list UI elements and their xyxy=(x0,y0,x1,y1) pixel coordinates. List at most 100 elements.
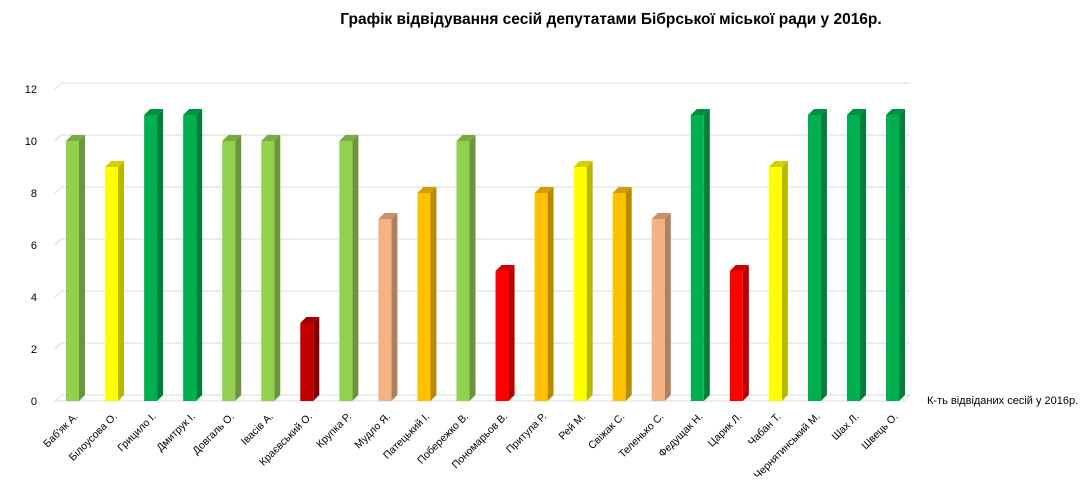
bar-top xyxy=(886,109,906,115)
bar-front xyxy=(807,115,821,401)
y-tick-label: 12 xyxy=(25,84,37,96)
bar-top xyxy=(378,213,398,219)
bar-front xyxy=(651,219,665,401)
gridline-depth xyxy=(54,394,62,402)
bar-side xyxy=(430,187,437,401)
bar xyxy=(534,187,554,401)
bar-top xyxy=(261,135,281,141)
bar-top xyxy=(612,187,632,193)
bar-front xyxy=(378,219,392,401)
bar xyxy=(495,265,515,401)
bar-side xyxy=(469,135,476,401)
bar xyxy=(183,109,203,401)
gridline-depth xyxy=(54,238,62,246)
bar-side xyxy=(547,187,554,401)
bar-side xyxy=(625,187,632,401)
bar-side xyxy=(664,213,671,401)
bar-side xyxy=(703,109,710,401)
y-axis: 0 2 4 6 8 10 12 xyxy=(25,84,37,408)
bar-top xyxy=(768,161,788,167)
bar xyxy=(339,135,359,401)
bar-side xyxy=(781,161,788,401)
bar-side xyxy=(742,265,749,401)
bar xyxy=(651,213,671,401)
bar-front xyxy=(886,115,900,401)
bar xyxy=(300,317,320,401)
bar xyxy=(690,109,710,401)
chart-title: Графік відвідування сесій депутатами Біб… xyxy=(340,11,882,28)
bars-group xyxy=(66,109,906,401)
x-tick-label: Грицило І. xyxy=(115,411,159,455)
bar xyxy=(66,135,85,401)
bar-top xyxy=(847,109,866,115)
bar-top xyxy=(183,109,203,115)
bar-front xyxy=(66,141,79,401)
bar-front xyxy=(612,193,626,401)
bar-front xyxy=(534,193,548,401)
x-tick-label: Івасів А. xyxy=(239,411,276,448)
bar-top xyxy=(534,187,554,193)
bar xyxy=(417,187,437,401)
bar-front xyxy=(573,167,587,401)
x-tick-label: Чабан Т. xyxy=(746,411,784,449)
bar-side xyxy=(820,109,827,401)
bar-side xyxy=(118,161,125,401)
bar xyxy=(768,161,788,401)
bar-side xyxy=(352,135,359,401)
gridlines xyxy=(54,82,911,402)
x-tick-label: Рей М. xyxy=(557,411,589,443)
y-tick-label: 0 xyxy=(31,396,37,408)
bar-top xyxy=(222,135,242,141)
gridline-depth xyxy=(54,186,62,194)
bar-top xyxy=(66,135,85,141)
y-tick-label: 10 xyxy=(25,136,37,148)
bar-side xyxy=(860,109,866,401)
bar-top xyxy=(417,187,437,193)
bar xyxy=(886,109,906,401)
y-tick-label: 6 xyxy=(31,240,37,252)
bar-side xyxy=(508,265,515,401)
bar-side xyxy=(196,109,203,401)
x-tick-label: Швець О. xyxy=(859,411,900,452)
bar-front xyxy=(768,167,782,401)
bar xyxy=(807,109,827,401)
bar-front xyxy=(300,323,314,401)
bar-side xyxy=(391,213,398,401)
bar-side xyxy=(157,109,164,401)
bar-top xyxy=(729,265,749,271)
bar xyxy=(105,161,125,401)
x-tick-label: Притула Р. xyxy=(504,411,549,456)
bar-top xyxy=(690,109,710,115)
bar-side xyxy=(586,161,593,401)
gridline-depth xyxy=(54,134,62,142)
x-axis-depth-line xyxy=(903,394,911,402)
bar-front xyxy=(495,271,509,401)
bar-top xyxy=(300,317,320,323)
bar-front xyxy=(105,167,119,401)
bar xyxy=(729,265,749,401)
x-tick-label: Крупка Р. xyxy=(314,411,354,451)
bar xyxy=(261,135,281,401)
bar-front xyxy=(339,141,353,401)
bar xyxy=(144,109,164,401)
x-tick-label: Свіжак С. xyxy=(586,411,627,452)
bar-front xyxy=(847,115,860,401)
bar xyxy=(222,135,242,401)
gridline-depth xyxy=(54,342,62,350)
bar-side xyxy=(899,109,906,401)
bar-top xyxy=(105,161,125,167)
y-tick-label: 8 xyxy=(31,188,37,200)
x-axis: Баб'як А.Білоусова О.Грицило І.Дмитрук І… xyxy=(41,411,901,482)
bar-side xyxy=(79,135,85,401)
bar-side xyxy=(313,317,320,401)
x-tick-label: Царик Л. xyxy=(706,411,745,450)
bar-top xyxy=(807,109,827,115)
bar-side xyxy=(235,135,242,401)
bar-top xyxy=(651,213,671,219)
bar-front xyxy=(261,141,275,401)
gridline-depth xyxy=(54,290,62,298)
bar-front xyxy=(456,141,470,401)
gridline-depth xyxy=(54,82,62,90)
bar-front xyxy=(144,115,158,401)
